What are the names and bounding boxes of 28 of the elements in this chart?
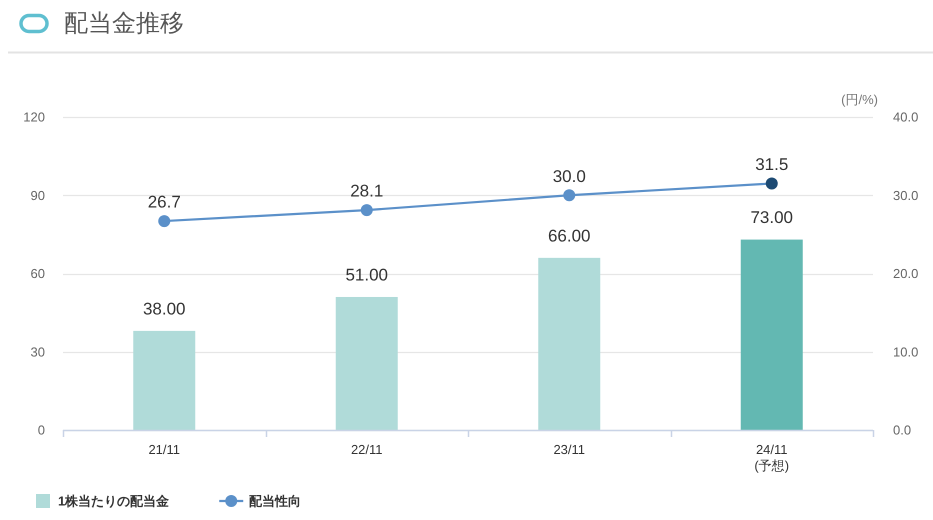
y2-tick-label: 20.0 [893, 266, 918, 281]
y2-axis-title: (円/%) [841, 92, 878, 107]
x-tick-label: 21/11 [148, 442, 180, 457]
data-label: 51.00 [345, 265, 388, 284]
y-tick-label: 30 [30, 344, 45, 360]
legend-label: 配当性向 [249, 494, 302, 508]
data-label: 66.00 [548, 226, 591, 246]
y-tick-label: 60 [30, 266, 45, 281]
data-label: 31.5 [755, 155, 788, 174]
legend-label: 1株当たりの配当金 [58, 494, 170, 508]
data-label: 30.0 [552, 166, 586, 186]
data-label: 73.00 [750, 208, 794, 228]
data-label: 26.7 [148, 192, 181, 212]
x-tick-label: 24/11 (予想) [754, 442, 790, 473]
y-tick-label: 90 [30, 188, 45, 203]
y2-tick-label: 30.0 [893, 188, 918, 203]
y-tick-label: 0 [38, 422, 45, 438]
y-tick-label: 120 [23, 110, 45, 124]
y2-tick-label: 0.0 [893, 422, 912, 438]
legend-item: 1株当たりの配当金 [36, 494, 170, 508]
x-tick-label: 23/11 [553, 442, 586, 457]
data-label: 28.1 [350, 182, 384, 201]
title: 配当金推移 [64, 10, 184, 37]
y2-tick-label: 40.0 [893, 110, 918, 124]
x-tick-label: 22/11 [350, 442, 383, 457]
data-label: 38.00 [142, 299, 186, 318]
legend-item: 配当性向 [219, 494, 302, 508]
y2-tick-label: 10.0 [893, 344, 918, 360]
